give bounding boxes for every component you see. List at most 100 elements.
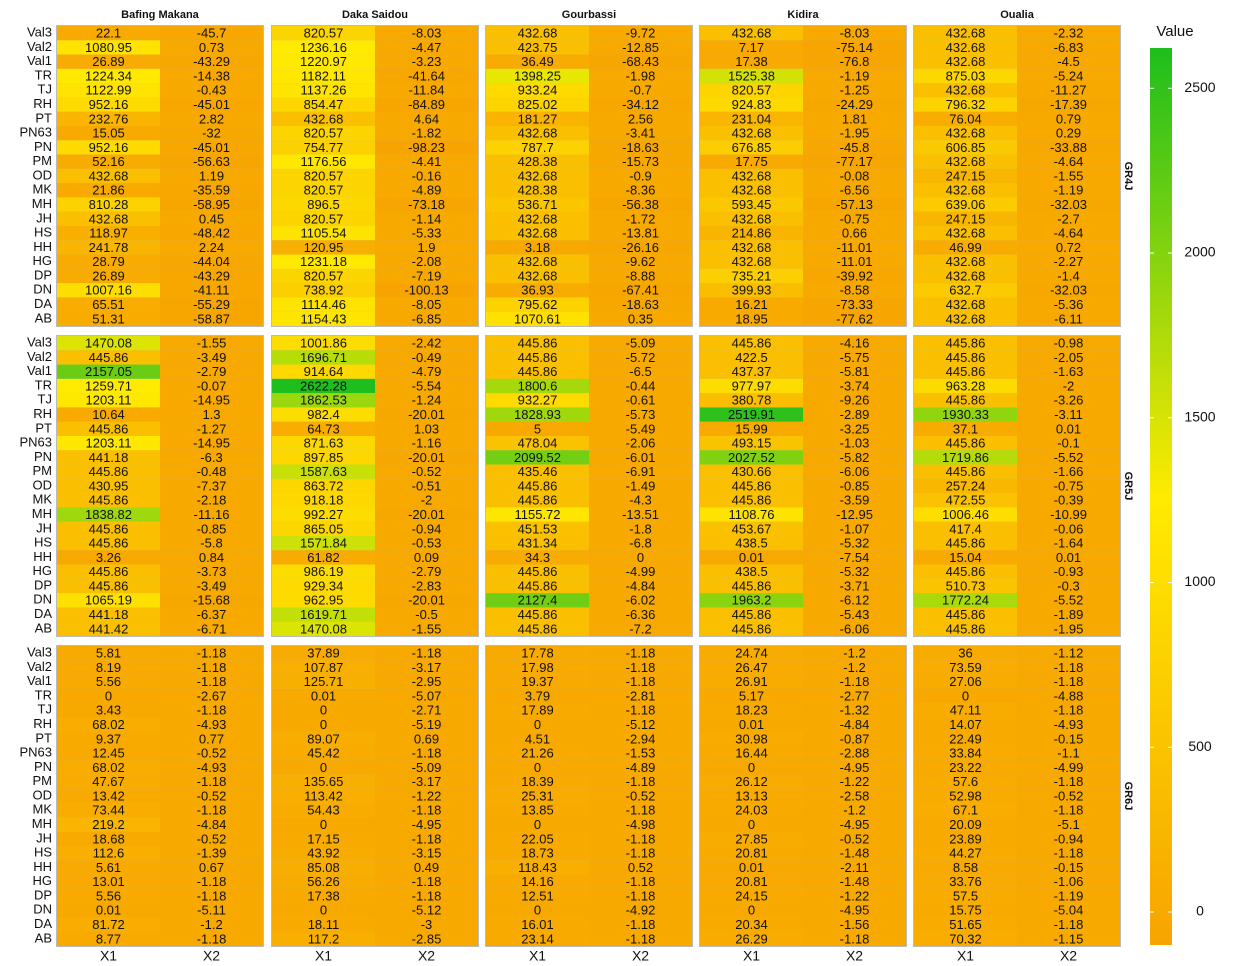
row-label: DP [34, 267, 52, 282]
cell-value: -1.18 [626, 831, 656, 846]
cell-value: 27.85 [735, 831, 768, 846]
cell-value: 445.86 [89, 536, 129, 551]
heat-cell [486, 746, 589, 761]
cell-value: -7.2 [629, 621, 651, 636]
heat-cell [375, 564, 478, 579]
heat-cell [272, 140, 375, 155]
cell-value: 445.86 [946, 564, 986, 579]
heat-cell [589, 111, 692, 126]
heat-cell [57, 607, 160, 622]
cell-value: 14.16 [521, 874, 554, 889]
heat-cell [272, 703, 375, 718]
cell-value: 47.67 [92, 774, 125, 789]
cell-value: 0.09 [414, 550, 439, 565]
heat-cell [375, 40, 478, 55]
heat-cell [589, 717, 692, 732]
heat-cell [375, 607, 478, 622]
heat-cell [160, 564, 263, 579]
row-label: OD [33, 167, 53, 182]
heat-cell [57, 111, 160, 126]
cell-value: -4.3 [629, 493, 651, 508]
cell-value: -0.94 [1054, 831, 1084, 846]
cell-value: -6.02 [626, 593, 656, 608]
heat-cell [803, 731, 906, 746]
heat-cell [160, 731, 263, 746]
heat-cell [700, 140, 803, 155]
heat-cell [700, 68, 803, 84]
cell-value: -24.29 [836, 97, 873, 112]
cell-value: 445.86 [518, 350, 558, 365]
x-tick-label: X1 [315, 948, 332, 964]
cell-value: 0.66 [842, 226, 867, 241]
cell-value: -76.8 [840, 54, 870, 69]
row-label: TJ [38, 702, 52, 717]
heat-cell [803, 646, 906, 661]
cell-value: -4.89 [626, 760, 656, 775]
heat-cell [914, 903, 1017, 918]
cell-value: 1838.82 [85, 507, 132, 522]
cell-value: 17.38 [307, 888, 340, 903]
cell-value: 1470.08 [85, 336, 132, 351]
heat-cell [1017, 703, 1120, 718]
heat-cell [589, 97, 692, 112]
cell-value: 787.7 [521, 140, 554, 155]
heat-cell [803, 154, 906, 169]
cell-value: -0.52 [840, 831, 870, 846]
heat-cell [589, 40, 692, 55]
heat-cell [375, 803, 478, 818]
heat-cell [700, 674, 803, 689]
cell-value: 2099.52 [514, 450, 561, 465]
heat-cell [914, 68, 1017, 84]
heat-cell [160, 154, 263, 169]
heat-cell [486, 493, 589, 508]
cell-value: -4.64 [1054, 226, 1084, 241]
cell-value: 1862.53 [300, 393, 347, 408]
cell-value: 46.99 [949, 240, 982, 255]
heat-cell [160, 83, 263, 98]
heat-cell [486, 464, 589, 479]
cell-value: -1.89 [1054, 607, 1084, 622]
heat-cell [589, 803, 692, 818]
heat-cell [589, 860, 692, 875]
heat-cell [272, 493, 375, 508]
heat-cell [486, 593, 589, 608]
heat-cell [272, 40, 375, 55]
heat-cell [803, 803, 906, 818]
heat-cell [486, 507, 589, 522]
x-tick-label: X2 [203, 948, 220, 964]
cell-value: -1.39 [197, 846, 227, 861]
cell-value: 914.64 [304, 364, 344, 379]
cell-value: 432.68 [732, 168, 772, 183]
cell-value: -0.52 [197, 788, 227, 803]
heat-cell [272, 97, 375, 112]
heat-cell [589, 731, 692, 746]
cell-value: 0 [748, 760, 755, 775]
heat-cell [272, 464, 375, 479]
heat-cell [803, 917, 906, 932]
cell-value: 33.76 [949, 874, 982, 889]
cell-value: -3.17 [412, 774, 442, 789]
cell-value: 441.18 [89, 450, 129, 465]
heat-cell [700, 760, 803, 775]
cell-value: 0.01 [96, 903, 121, 918]
cell-value: 18.68 [92, 831, 125, 846]
cell-value: -11.27 [1051, 83, 1087, 98]
cell-value: 214.86 [732, 226, 772, 241]
heat-cell [486, 26, 589, 41]
heat-cell [272, 26, 375, 41]
cell-value: 445.86 [732, 578, 772, 593]
cell-value: 15.05 [92, 126, 125, 141]
heat-cell [1017, 660, 1120, 675]
cell-value: -6.71 [197, 621, 227, 636]
cell-value: 20.09 [949, 817, 982, 832]
cell-value: 33.84 [949, 746, 982, 761]
cell-value: 472.55 [946, 493, 986, 508]
cell-value: 918.18 [304, 493, 344, 508]
cell-value: -41.64 [408, 68, 445, 83]
cell-value: -73.33 [836, 297, 873, 312]
row-label: TJ [38, 82, 52, 97]
heat-cell [160, 593, 263, 608]
cell-value: 423.75 [518, 40, 558, 55]
cell-value: 37.89 [307, 646, 340, 661]
row-label: HG [33, 873, 53, 888]
